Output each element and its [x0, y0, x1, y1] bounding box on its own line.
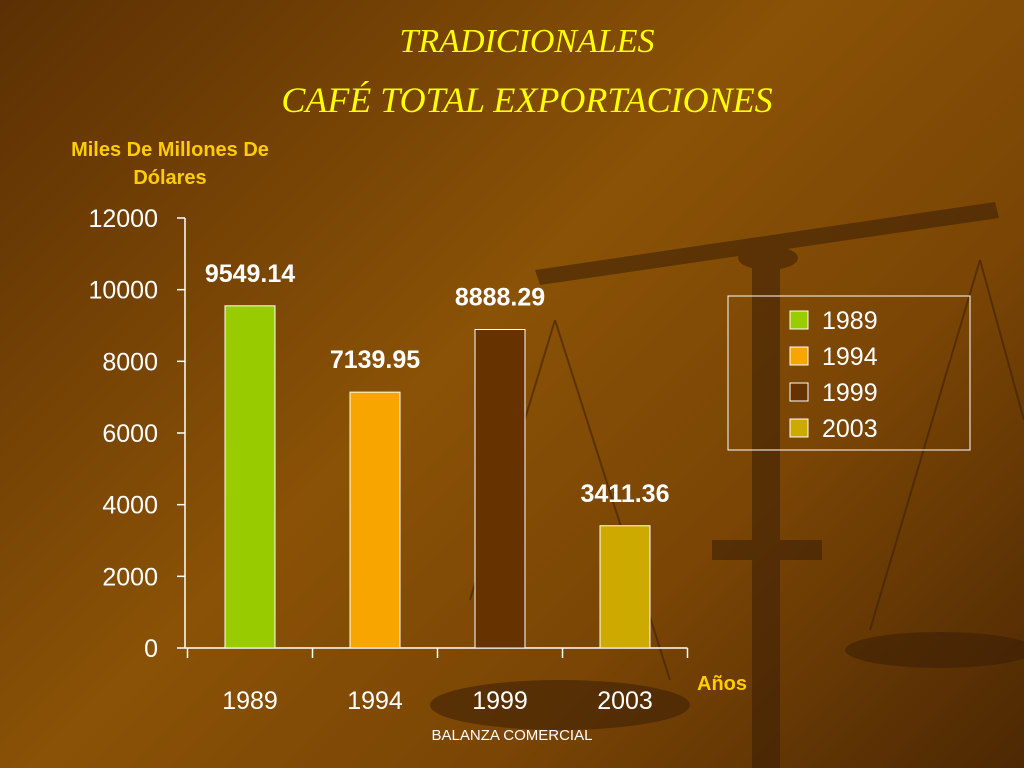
y-tick-label: 4000 [102, 492, 158, 520]
x-tick-label: 1999 [472, 687, 528, 715]
legend-label: 1999 [822, 379, 878, 407]
footer: BALANZA COMERCIAL [432, 727, 593, 744]
x-tick-label: 1989 [222, 687, 278, 715]
y-tick-label: 0 [144, 635, 158, 663]
x-tick-label: 2003 [597, 687, 653, 715]
value-label: 9549.14 [205, 260, 295, 288]
y-axis-label: Miles De Millones De Dólares [71, 139, 269, 189]
bar [224, 305, 276, 649]
legend-box [727, 295, 971, 451]
chart-title: TRADICIONALES [400, 23, 655, 60]
y-tick-label: 6000 [102, 420, 158, 448]
x-axis-label: Años [697, 673, 747, 695]
legend-label: 1989 [822, 307, 878, 335]
legend-label: 1994 [822, 343, 878, 371]
x-tick-label: 1994 [347, 687, 403, 715]
y-tick-label: 12000 [88, 205, 158, 233]
bar [474, 329, 526, 649]
bar [349, 391, 401, 649]
y-tick-label: 8000 [102, 348, 158, 376]
legend-swatch [789, 346, 809, 366]
value-label: 8888.29 [455, 284, 545, 312]
value-label: 3411.36 [581, 480, 670, 508]
y-tick-label: 10000 [88, 277, 158, 305]
value-label: 7139.95 [330, 346, 420, 374]
legend-swatch [789, 382, 809, 402]
legend-label: 2003 [822, 415, 878, 443]
legend-swatch [789, 418, 809, 438]
legend-swatch [789, 310, 809, 330]
y-tick-label: 2000 [102, 563, 158, 591]
scale-decoration [430, 202, 1024, 768]
chart-subtitle: CAFÉ TOTAL EXPORTACIONES [281, 80, 772, 120]
bar [599, 525, 651, 649]
